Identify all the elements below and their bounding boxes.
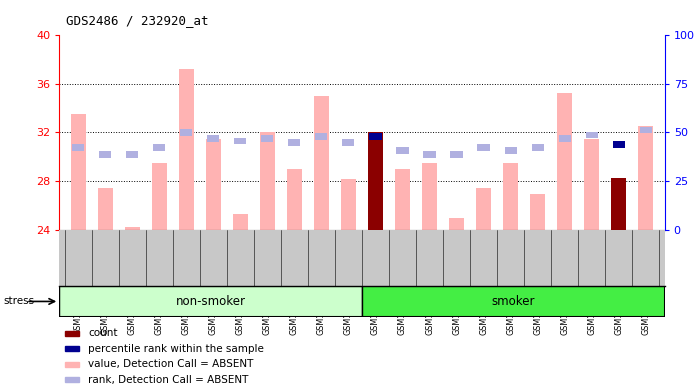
- Bar: [368, 132, 383, 230]
- Text: count: count: [88, 328, 118, 338]
- Bar: [207, 135, 219, 142]
- Bar: [125, 227, 140, 230]
- Bar: [126, 151, 139, 158]
- Bar: [397, 147, 409, 154]
- Bar: [260, 132, 275, 230]
- Bar: [638, 126, 653, 230]
- Bar: [611, 178, 626, 230]
- Bar: [362, 286, 665, 317]
- Text: non-smoker: non-smoker: [175, 295, 246, 308]
- Bar: [612, 141, 625, 148]
- Text: value, Detection Call = ABSENT: value, Detection Call = ABSENT: [88, 359, 253, 369]
- Bar: [97, 187, 113, 230]
- Bar: [557, 93, 572, 230]
- Text: GDS2486 / 232920_at: GDS2486 / 232920_at: [66, 14, 209, 27]
- Bar: [422, 163, 437, 230]
- Text: stress: stress: [3, 296, 35, 306]
- Bar: [65, 331, 79, 336]
- Bar: [423, 151, 436, 158]
- Text: rank, Detection Call = ABSENT: rank, Detection Call = ABSENT: [88, 375, 248, 384]
- Bar: [314, 96, 329, 230]
- Bar: [503, 163, 518, 230]
- Bar: [449, 218, 464, 230]
- Bar: [477, 144, 490, 151]
- Bar: [287, 169, 302, 230]
- Bar: [476, 187, 491, 230]
- Bar: [234, 138, 246, 144]
- Bar: [370, 133, 381, 139]
- Bar: [71, 114, 86, 230]
- Bar: [179, 69, 193, 230]
- Bar: [72, 144, 84, 151]
- Bar: [342, 139, 354, 146]
- Bar: [584, 139, 599, 230]
- Bar: [65, 377, 79, 382]
- Text: percentile rank within the sample: percentile rank within the sample: [88, 344, 264, 354]
- Bar: [505, 147, 516, 154]
- Bar: [450, 151, 463, 158]
- Bar: [585, 132, 598, 138]
- Bar: [530, 194, 545, 230]
- Bar: [640, 127, 652, 133]
- Bar: [532, 144, 544, 151]
- Bar: [180, 129, 192, 136]
- Bar: [559, 135, 571, 142]
- Bar: [65, 346, 79, 351]
- Bar: [59, 286, 362, 317]
- Bar: [65, 362, 79, 367]
- Bar: [395, 169, 410, 230]
- Bar: [288, 139, 301, 146]
- Bar: [341, 179, 356, 230]
- Text: smoker: smoker: [491, 295, 535, 308]
- Bar: [99, 151, 111, 158]
- Bar: [153, 144, 165, 151]
- Bar: [152, 163, 166, 230]
- Bar: [315, 133, 327, 139]
- Bar: [233, 215, 248, 230]
- Bar: [261, 135, 274, 142]
- Bar: [206, 139, 221, 230]
